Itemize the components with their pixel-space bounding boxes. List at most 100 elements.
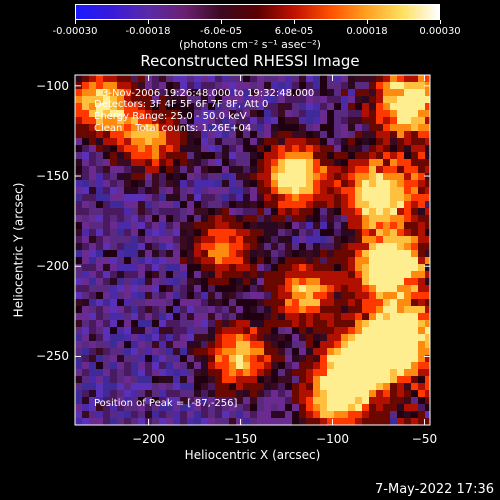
heatmap-cell — [145, 306, 152, 313]
heatmap-cell — [138, 236, 145, 243]
heatmap-cell — [292, 75, 299, 82]
heatmap-cell — [355, 103, 362, 110]
heatmap-cell — [299, 215, 306, 222]
heatmap-cell — [187, 96, 194, 103]
heatmap-cell — [152, 369, 159, 376]
heatmap-cell — [397, 278, 404, 285]
heatmap-cell — [75, 250, 82, 257]
heatmap-cell — [187, 166, 194, 173]
heatmap-cell — [425, 236, 430, 243]
heatmap-cell — [285, 236, 292, 243]
heatmap-cell — [348, 376, 355, 383]
heatmap-cell — [103, 278, 110, 285]
heatmap-cell — [397, 292, 404, 299]
heatmap-cell — [222, 418, 229, 425]
heatmap-cell — [425, 320, 430, 327]
heatmap-cell — [117, 208, 124, 215]
heatmap-cell — [327, 243, 334, 250]
heatmap-cell — [89, 348, 96, 355]
heatmap-cell — [418, 159, 425, 166]
heatmap-cell — [334, 362, 341, 369]
heatmap-cell — [278, 173, 285, 180]
heatmap-cell — [82, 362, 89, 369]
heatmap-cell — [229, 285, 236, 292]
heatmap-cell — [229, 320, 236, 327]
heatmap-cell — [306, 313, 313, 320]
heatmap-cell — [145, 278, 152, 285]
heatmap-cell — [187, 75, 194, 82]
heatmap-cell — [131, 89, 138, 96]
heatmap-cell — [180, 173, 187, 180]
heatmap-cell — [404, 229, 411, 236]
heatmap-cell — [159, 327, 166, 334]
heatmap-cell — [201, 327, 208, 334]
heatmap-cell — [383, 271, 390, 278]
heatmap-cell — [257, 82, 264, 89]
heatmap-cell — [418, 334, 425, 341]
heatmap-cell — [243, 82, 250, 89]
heatmap-cell — [124, 313, 131, 320]
heatmap-cell — [103, 250, 110, 257]
heatmap-cell — [138, 187, 145, 194]
heatmap-cell — [250, 117, 257, 124]
heatmap-cell — [348, 271, 355, 278]
heatmap-cell — [229, 292, 236, 299]
heatmap-cell — [348, 362, 355, 369]
heatmap-cell — [166, 117, 173, 124]
heatmap-cell — [306, 243, 313, 250]
chart-title: Reconstructed RHESSI Image — [140, 52, 360, 70]
heatmap-cell — [257, 243, 264, 250]
heatmap-cell — [376, 124, 383, 131]
heatmap-cell — [250, 341, 257, 348]
heatmap-cell — [383, 201, 390, 208]
heatmap-cell — [194, 264, 201, 271]
heatmap-cell — [306, 194, 313, 201]
heatmap-cell — [243, 320, 250, 327]
heatmap-cell — [292, 173, 299, 180]
heatmap-cell — [180, 215, 187, 222]
heatmap-cell — [320, 152, 327, 159]
heatmap-cell — [187, 187, 194, 194]
heatmap-cell — [278, 292, 285, 299]
heatmap-cell — [306, 152, 313, 159]
heatmap-cell — [201, 187, 208, 194]
heatmap-cell — [278, 166, 285, 173]
heatmap-cell — [236, 313, 243, 320]
heatmap-cell — [278, 362, 285, 369]
heatmap-cell — [243, 285, 250, 292]
heatmap-cell — [306, 187, 313, 194]
heatmap-cell — [334, 236, 341, 243]
heatmap-cell — [201, 362, 208, 369]
heatmap-cell — [103, 362, 110, 369]
heatmap-cell — [75, 229, 82, 236]
heatmap-cell — [306, 96, 313, 103]
heatmap-cell — [96, 180, 103, 187]
heatmap-cell — [131, 103, 138, 110]
heatmap-cell — [96, 285, 103, 292]
heatmap-cell — [138, 152, 145, 159]
heatmap-cell — [222, 313, 229, 320]
heatmap-cell — [320, 89, 327, 96]
heatmap-cell — [96, 362, 103, 369]
heatmap-cell — [327, 285, 334, 292]
heatmap-cell — [348, 236, 355, 243]
heatmap-cell — [404, 138, 411, 145]
heatmap-cell — [215, 229, 222, 236]
heatmap-cell — [425, 306, 430, 313]
heatmap-cell — [152, 327, 159, 334]
heatmap-cell — [187, 131, 194, 138]
heatmap-cell — [425, 292, 430, 299]
heatmap-cell — [215, 306, 222, 313]
heatmap-cell — [152, 250, 159, 257]
heatmap-cell — [355, 152, 362, 159]
heatmap-cell — [208, 306, 215, 313]
heatmap-cell — [334, 292, 341, 299]
heatmap-cell — [173, 334, 180, 341]
heatmap-cell — [369, 215, 376, 222]
heatmap-cell — [110, 299, 117, 306]
heatmap-cell — [215, 264, 222, 271]
heatmap-cell — [257, 397, 264, 404]
heatmap-cell — [355, 285, 362, 292]
heatmap-cell — [215, 194, 222, 201]
heatmap-cell — [257, 131, 264, 138]
